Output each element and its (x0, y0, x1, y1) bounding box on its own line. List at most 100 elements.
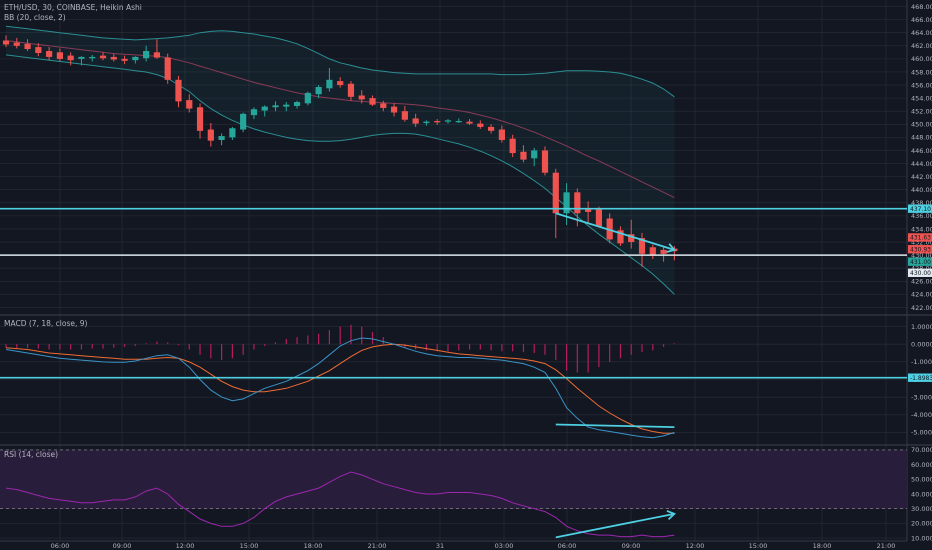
symbol-title: ETH/USD, 30, COINBASE, Heikin Ashi (4, 3, 142, 12)
candle-body[interactable] (541, 150, 549, 173)
candle-body[interactable] (261, 106, 268, 111)
candle-body[interactable] (574, 192, 581, 214)
candle-body[interactable] (121, 58, 128, 61)
macd-histogram-bar (565, 344, 568, 371)
price-axis-label: 434.00 (911, 225, 932, 233)
macd-histogram-bar (479, 344, 481, 350)
candle-body[interactable] (326, 79, 333, 89)
candle-body[interactable] (531, 150, 538, 159)
candle-body[interactable] (498, 129, 505, 140)
candle-body[interactable] (250, 109, 258, 116)
candle-body[interactable] (401, 111, 408, 120)
candle-body[interactable] (477, 123, 484, 127)
candle-body[interactable] (563, 192, 570, 214)
rsi-line (5, 471, 675, 538)
candle-body[interactable] (423, 121, 430, 123)
macd-histogram-bar (102, 344, 104, 349)
candle-body[interactable] (466, 121, 473, 124)
macd-histogram-bar (533, 344, 535, 354)
candle-body[interactable] (46, 51, 53, 57)
price-axis-label: 456.00 (911, 81, 932, 89)
macd-histogram-bar (468, 344, 471, 350)
candle-body[interactable] (315, 87, 322, 95)
candle-body[interactable] (24, 43, 31, 50)
macd-histogram-bar (296, 337, 298, 345)
macd-histogram-bar (652, 344, 654, 351)
candle-body[interactable] (380, 103, 387, 108)
candle-body[interactable] (164, 57, 171, 80)
price-trend-arrow[interactable] (555, 212, 675, 251)
time-axis-label: 03:00 (495, 542, 514, 550)
candle-body[interactable] (455, 121, 462, 123)
candle-body[interactable] (196, 107, 204, 131)
candle-body[interactable] (660, 249, 667, 254)
candle-body[interactable] (229, 128, 236, 138)
candle-body[interactable] (56, 52, 63, 59)
axes: 422.00424.00426.00428.00430.00432.00434.… (51, 3, 932, 550)
price-axis-label: 424.00 (911, 291, 932, 299)
macd-histogram-bar (242, 344, 244, 355)
candle-body[interactable] (240, 113, 247, 130)
candle-body[interactable] (110, 56, 117, 60)
candle-body[interactable] (67, 55, 74, 61)
candle-body[interactable] (628, 234, 635, 243)
macd-histogram-bar (37, 344, 39, 349)
candle-body[interactable] (358, 95, 365, 100)
candle-body[interactable] (509, 138, 516, 154)
candle-body[interactable] (78, 56, 85, 59)
candle-body[interactable] (35, 47, 42, 53)
candle-body[interactable] (585, 208, 592, 212)
macd-label: MACD (7, 18, close, 9) (4, 319, 88, 328)
candle-body[interactable] (186, 100, 193, 109)
candle-body[interactable] (488, 126, 495, 131)
macd-trend-line[interactable] (555, 423, 675, 429)
candle-body[interactable] (175, 79, 182, 102)
price-candles[interactable] (2, 35, 678, 267)
price-axis-label: 428.00 (911, 265, 932, 273)
candle-body[interactable] (304, 92, 311, 104)
macd-histogram-bar (134, 344, 136, 346)
rsi-legend[interactable]: RSI (14, close) (4, 450, 60, 459)
candle-body[interactable] (412, 118, 419, 124)
candle-body[interactable] (606, 218, 613, 240)
candle-body[interactable] (132, 56, 139, 61)
macd-legend[interactable]: MACD (7, 18, close, 9) (4, 319, 89, 328)
candle-body[interactable] (390, 106, 398, 113)
candle-body[interactable] (444, 120, 452, 122)
macd-histogram-bar (436, 344, 438, 352)
symbol-legend[interactable]: ETH/USD, 30, COINBASE, Heikin Ashi (4, 3, 144, 12)
candle-body[interactable] (293, 102, 301, 106)
candle-body[interactable] (649, 247, 656, 256)
price-tag-last: 430.93 (910, 246, 931, 253)
candle-body[interactable] (13, 42, 20, 46)
bb-fill (6, 26, 675, 295)
candle-body[interactable] (99, 55, 107, 59)
bb-upper-line (5, 25, 675, 98)
candle-body[interactable] (89, 56, 96, 59)
candle-body[interactable] (218, 136, 225, 140)
bb-legend[interactable]: BB (20, close, 2) (4, 13, 68, 22)
candle-body[interactable] (272, 105, 279, 108)
candle-body[interactable] (347, 83, 355, 97)
candle-body[interactable] (369, 98, 376, 105)
candle-body[interactable] (153, 52, 161, 58)
candle-body[interactable] (143, 51, 150, 59)
candle-body[interactable] (434, 121, 441, 123)
candle-body[interactable] (595, 209, 602, 227)
candle-body[interactable] (552, 172, 559, 214)
candle-body[interactable] (638, 238, 646, 254)
candle-body[interactable] (283, 104, 290, 107)
rsi-axis-label: 10.0000 (911, 534, 932, 542)
candle-body[interactable] (207, 129, 214, 141)
candle-body[interactable] (2, 40, 10, 45)
candle-body[interactable] (520, 151, 527, 160)
rsi-trend-arrow[interactable] (555, 512, 675, 539)
macd-axis-label: 1.0000 (911, 323, 932, 331)
candle-body[interactable] (617, 230, 624, 244)
macd-histogram-bar (307, 335, 309, 345)
user-drawings[interactable] (0, 207, 907, 539)
candle-body[interactable] (337, 81, 344, 86)
macd-histogram-bar (70, 344, 72, 350)
macd-histogram-bar (318, 333, 320, 345)
